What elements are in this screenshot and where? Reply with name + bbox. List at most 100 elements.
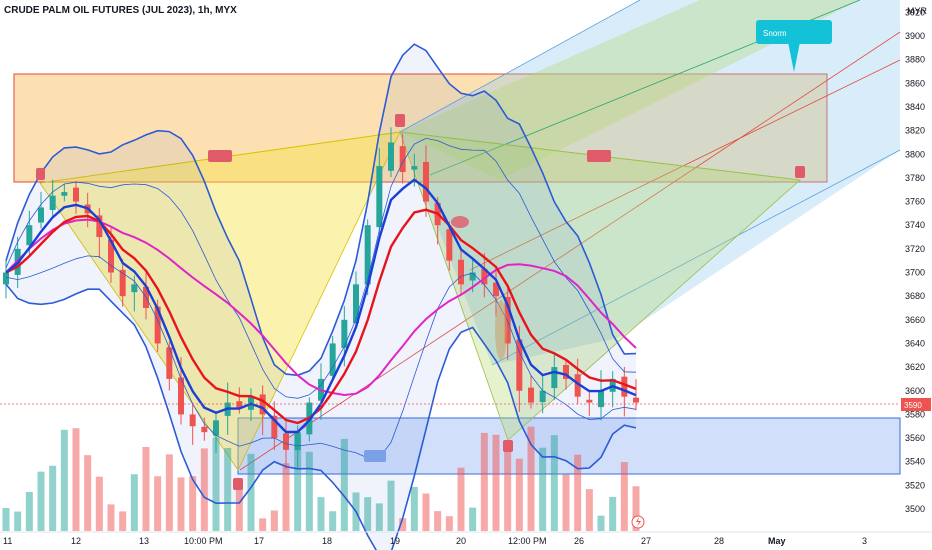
last-price-tag: 3590 (0, 398, 931, 411)
volume-bar (14, 511, 22, 531)
bb-fill (6, 44, 636, 550)
volume-bar (95, 476, 103, 531)
time-axis[interactable]: 11 12 13 10:00 PM 17 18 19 20 12:00 PM 26 27 28 May 3 (3, 536, 867, 546)
price-tick-label: 3760 (905, 197, 925, 207)
bb-lower-line (5, 283, 637, 550)
last-price-text: 3590 (904, 401, 922, 410)
marker-a (233, 478, 243, 490)
volume-bar (200, 448, 208, 531)
candle-body (376, 166, 383, 228)
pitchfork-median (239, 31, 901, 471)
price-tick-label: 3660 (905, 315, 925, 325)
price-tick-label: 3900 (905, 31, 925, 41)
price-tick-label: 3920 (905, 7, 925, 17)
volume-bar (294, 433, 302, 531)
volume-bar (2, 508, 10, 531)
volume-bar (527, 426, 535, 531)
time-tick-label: 20 (456, 536, 466, 546)
volume-bar (130, 474, 138, 531)
candle-body (329, 343, 336, 376)
candle-body (38, 207, 44, 223)
bb-upper-line (5, 43, 637, 377)
volume-bar (574, 454, 582, 531)
marker-support-label (364, 450, 386, 462)
pitchfork-rail-upper (399, 0, 641, 133)
volume-bar (457, 467, 465, 531)
marker-b (395, 114, 405, 127)
pitchfork-band-inner (400, 0, 860, 180)
price-tick-label: 3740 (905, 220, 925, 230)
pitchfork-rail-lower (491, 149, 901, 366)
price-axis[interactable]: 3500 3520 3540 3560 3580 3600 3620 3640 3660 3680… (905, 7, 925, 514)
volume-bar (609, 496, 617, 531)
price-tick-label: 3840 (905, 102, 925, 112)
time-tick-label: 17 (254, 536, 264, 546)
pitchfork-rail-mid2 (469, 59, 901, 271)
harmonic-markers (36, 114, 805, 490)
candle-body (353, 284, 359, 324)
candle-body (388, 142, 394, 171)
candle-body (516, 339, 523, 391)
price-tick-label: 3860 (905, 78, 925, 88)
volume-bar (492, 434, 500, 531)
time-tick-label: 3 (862, 536, 867, 546)
price-tick-label: 3680 (905, 291, 925, 301)
candle-body (26, 225, 33, 246)
candle-body (469, 272, 476, 281)
price-tick-label: 3520 (905, 480, 925, 490)
candle-body (131, 284, 138, 293)
price-tick-label: 3600 (905, 386, 925, 396)
price-tick-label: 3820 (905, 126, 925, 136)
volume-bar (550, 435, 558, 531)
volume-bar (422, 493, 430, 531)
candle-body (563, 365, 569, 379)
candle-body (481, 268, 488, 285)
volume-bar (329, 511, 337, 531)
volume-bar (270, 510, 278, 531)
marker-x (36, 168, 45, 180)
note-callout[interactable]: Snorm (756, 20, 832, 72)
volume-bar (189, 476, 197, 531)
marker-x-label (208, 150, 232, 162)
candle-body (364, 225, 371, 285)
marker-d (795, 166, 805, 178)
candle-body (341, 319, 348, 348)
candle-body (166, 347, 173, 379)
volume-bar (107, 504, 115, 531)
note-pointer (788, 42, 800, 72)
time-tick-label: 28 (714, 536, 724, 546)
volume-bar (410, 486, 418, 531)
last-price-box (901, 398, 931, 411)
candle-body (236, 401, 243, 409)
time-tick-label: 26 (574, 536, 584, 546)
lightning-icon[interactable] (631, 515, 645, 529)
price-tick-label: 3720 (905, 244, 925, 254)
time-tick-label: 18 (322, 536, 332, 546)
time-tick-label: May (768, 536, 786, 546)
volume-bar (562, 474, 570, 531)
time-tick-label: 19 (390, 536, 400, 546)
volume-bar (340, 438, 348, 531)
candle-body (49, 195, 56, 210)
price-tick-label: 3640 (905, 338, 925, 348)
candle-body (539, 390, 546, 403)
price-tick-label: 3880 (905, 55, 925, 65)
volume-bar (317, 497, 325, 531)
price-tick-label: 3560 (905, 433, 925, 443)
price-tick-label: 3500 (905, 504, 925, 514)
price-tick-label: 3780 (905, 173, 925, 183)
volume-bar (165, 454, 173, 531)
price-tick-label: 3580 (905, 409, 925, 419)
volume-bar (177, 477, 185, 531)
ema-red-line (5, 208, 637, 425)
candle-body (259, 394, 266, 415)
time-tick-label: 11 (3, 536, 12, 546)
candle-body (411, 166, 418, 170)
volume-bar (247, 453, 255, 531)
candle-body (189, 414, 196, 427)
time-tick-label: 13 (139, 536, 149, 546)
currency-label: MYR (907, 6, 928, 16)
candle-body (633, 397, 639, 403)
note-box (756, 20, 832, 44)
